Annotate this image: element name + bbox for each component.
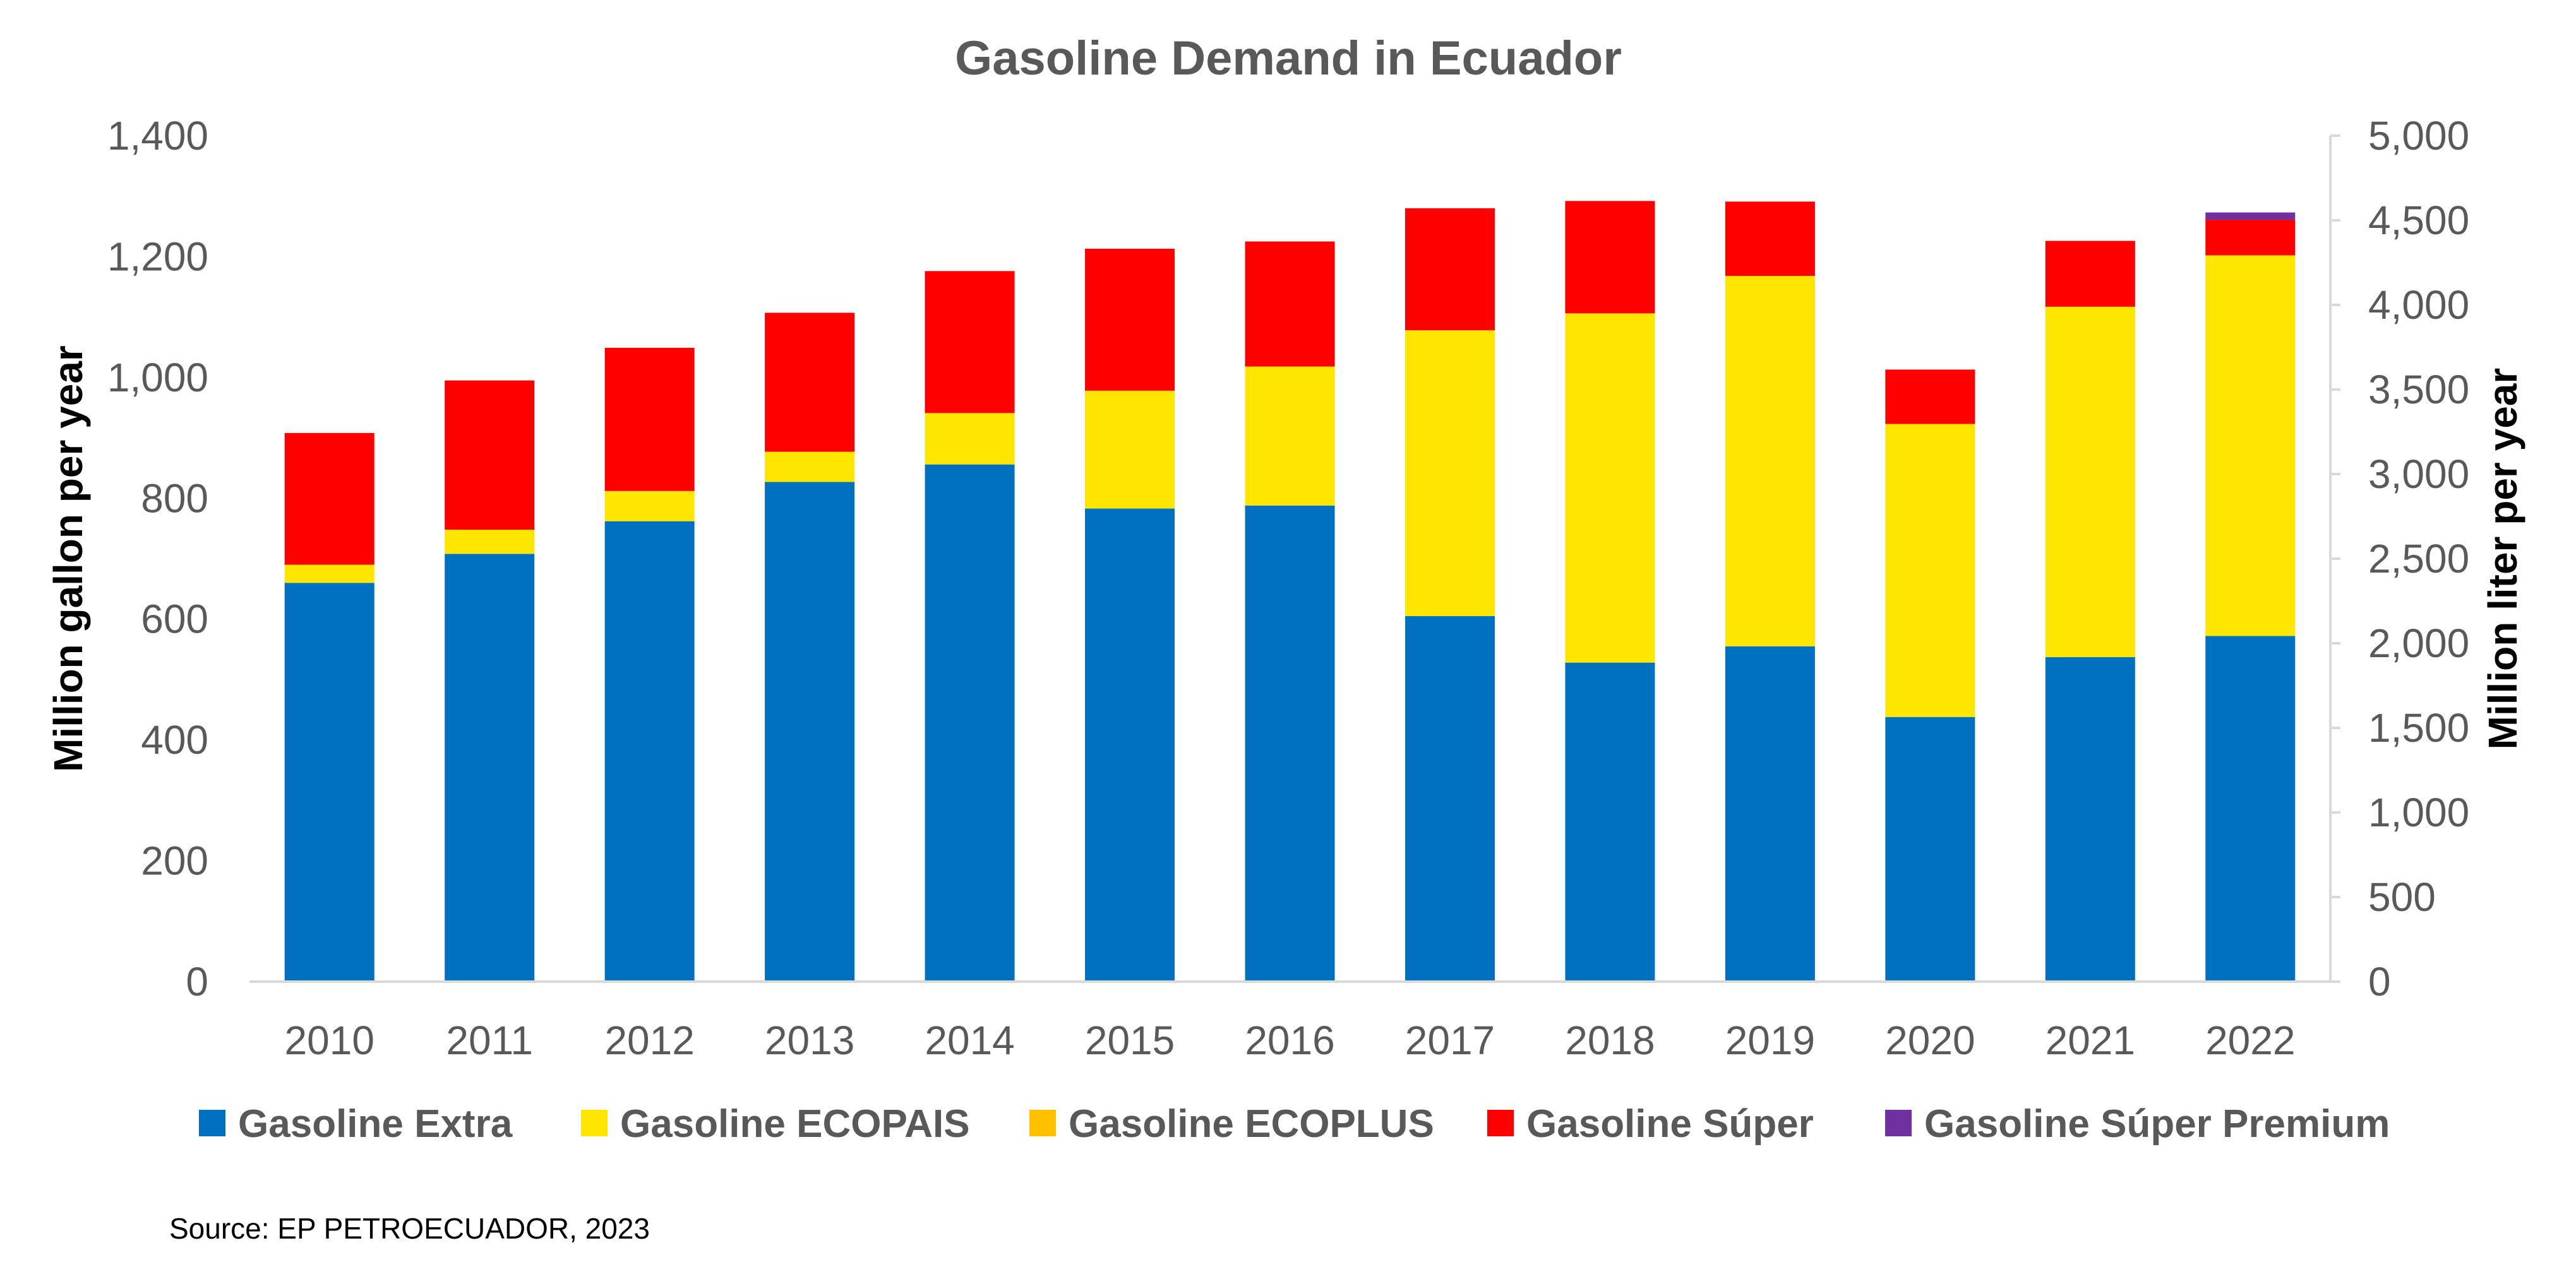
x-tick-label: 2014 xyxy=(925,1018,1014,1063)
y-tick-label: 1,200 xyxy=(107,234,208,279)
legend-swatch xyxy=(1885,1110,1912,1136)
y-axis-right: 0 500 1,000 1,500 2,000 2,500 3,000 3,500 4,000 4… xyxy=(2330,113,2469,1004)
y2-tick-label: 3,500 xyxy=(2368,367,2469,412)
x-tick-label: 2010 xyxy=(285,1018,374,1063)
bar-segment xyxy=(445,380,535,530)
x-tick-label: 2016 xyxy=(1245,1018,1334,1063)
bar-segment xyxy=(2205,636,2296,982)
bar-segment xyxy=(2045,657,2135,982)
bar-segment xyxy=(1245,505,1335,982)
bar-segment xyxy=(1085,508,1175,982)
bar-segment xyxy=(284,564,374,583)
legend: Gasoline Extra Gasoline ECOPAIS Gasoline E… xyxy=(199,1102,2390,1146)
bar-segment xyxy=(2205,220,2296,256)
x-tick-label: 2021 xyxy=(2046,1018,2135,1063)
bar-segment xyxy=(2045,241,2135,307)
y-tick-label: 1,400 xyxy=(107,113,208,158)
y2-tick-label: 4,000 xyxy=(2368,282,2469,328)
y-axis-right-title: Million liter per year xyxy=(2480,368,2525,750)
bar-segment xyxy=(1405,330,1495,616)
bar-segment xyxy=(1405,208,1495,331)
x-axis: 2010 2011 2012 2013 2014 2015 2016 2017 2018 2019… xyxy=(285,1018,2296,1063)
legend-label: Gasoline ECOPLUS xyxy=(1069,1102,1434,1146)
legend-label: Gasoline Súper xyxy=(1526,1102,1814,1146)
y-tick-label: 400 xyxy=(141,717,208,763)
y-axis-left-title: Million gallon per year xyxy=(45,345,91,772)
chart-title: Gasoline Demand in Ecuador xyxy=(955,32,1622,85)
y-tick-label: 200 xyxy=(141,838,208,884)
x-tick-label: 2012 xyxy=(604,1018,694,1063)
bar-segment xyxy=(1885,424,1975,717)
bar-segment xyxy=(1245,366,1335,506)
bar-segment xyxy=(1885,369,1975,424)
bar-segment xyxy=(1725,646,1815,982)
bar-segment xyxy=(1085,390,1175,509)
bar-segment xyxy=(1725,201,1815,277)
bar-segment xyxy=(765,482,855,982)
source-note: Source: EP PETROECUADOR, 2023 xyxy=(169,1212,650,1245)
bar-segment xyxy=(445,530,535,554)
bar-segment xyxy=(1565,313,1655,663)
x-tick-label: 2019 xyxy=(1725,1018,1815,1063)
y-tick-label: 1,000 xyxy=(107,355,208,400)
bar-segment xyxy=(1245,241,1335,367)
x-tick-label: 2011 xyxy=(446,1018,533,1063)
y2-tick-label: 4,500 xyxy=(2368,198,2469,243)
bar-segment xyxy=(1725,276,1815,646)
x-tick-label: 2018 xyxy=(1565,1018,1655,1063)
x-tick-label: 2022 xyxy=(2205,1018,2295,1063)
y-tick-label: 800 xyxy=(141,475,208,521)
bar-segment xyxy=(2205,212,2296,220)
bar-segment xyxy=(1405,616,1495,982)
bars xyxy=(284,201,2296,982)
bar-segment xyxy=(2205,255,2296,636)
x-tick-label: 2013 xyxy=(765,1018,854,1063)
bar-segment xyxy=(925,464,1015,982)
bar-segment xyxy=(445,554,535,982)
bar-segment xyxy=(284,583,374,982)
x-tick-label: 2017 xyxy=(1405,1018,1495,1063)
bar-segment xyxy=(604,347,695,491)
y-tick-label: 0 xyxy=(186,959,208,1004)
legend-swatch xyxy=(199,1110,225,1136)
bar-segment xyxy=(925,413,1015,465)
y2-tick-label: 3,000 xyxy=(2368,451,2469,497)
legend-swatch xyxy=(581,1110,608,1136)
y2-tick-label: 1,000 xyxy=(2368,790,2469,835)
legend-label: Gasoline ECOPAIS xyxy=(620,1102,970,1146)
y2-tick-label: 2,000 xyxy=(2368,621,2469,666)
legend-swatch xyxy=(1029,1110,1056,1136)
y2-tick-label: 2,500 xyxy=(2368,536,2469,581)
y-axis-left: 0 200 400 600 800 1,000 1,200 1,400 xyxy=(107,113,208,1004)
y2-tick-label: 500 xyxy=(2368,874,2436,920)
x-tick-label: 2020 xyxy=(1885,1018,1975,1063)
bar-segment xyxy=(1565,201,1655,314)
bar-segment xyxy=(765,451,855,482)
y2-tick-label: 0 xyxy=(2368,959,2391,1004)
y2-tick-label: 5,000 xyxy=(2368,113,2469,158)
bar-segment xyxy=(1085,248,1175,391)
bar-segment xyxy=(1885,717,1975,982)
bar-segment xyxy=(604,491,695,521)
y-tick-label: 600 xyxy=(141,597,208,642)
legend-label: Gasoline Súper Premium xyxy=(1924,1102,2390,1146)
bar-segment xyxy=(1565,662,1655,982)
x-tick-label: 2015 xyxy=(1085,1018,1175,1063)
y2-tick-label: 1,500 xyxy=(2368,705,2469,751)
legend-swatch xyxy=(1487,1110,1514,1136)
bar-segment xyxy=(765,312,855,452)
bar-segment xyxy=(2045,306,2135,658)
bar-segment xyxy=(604,521,695,982)
legend-label: Gasoline Extra xyxy=(238,1102,513,1146)
bar-segment xyxy=(284,432,374,565)
bar-segment xyxy=(925,271,1015,413)
